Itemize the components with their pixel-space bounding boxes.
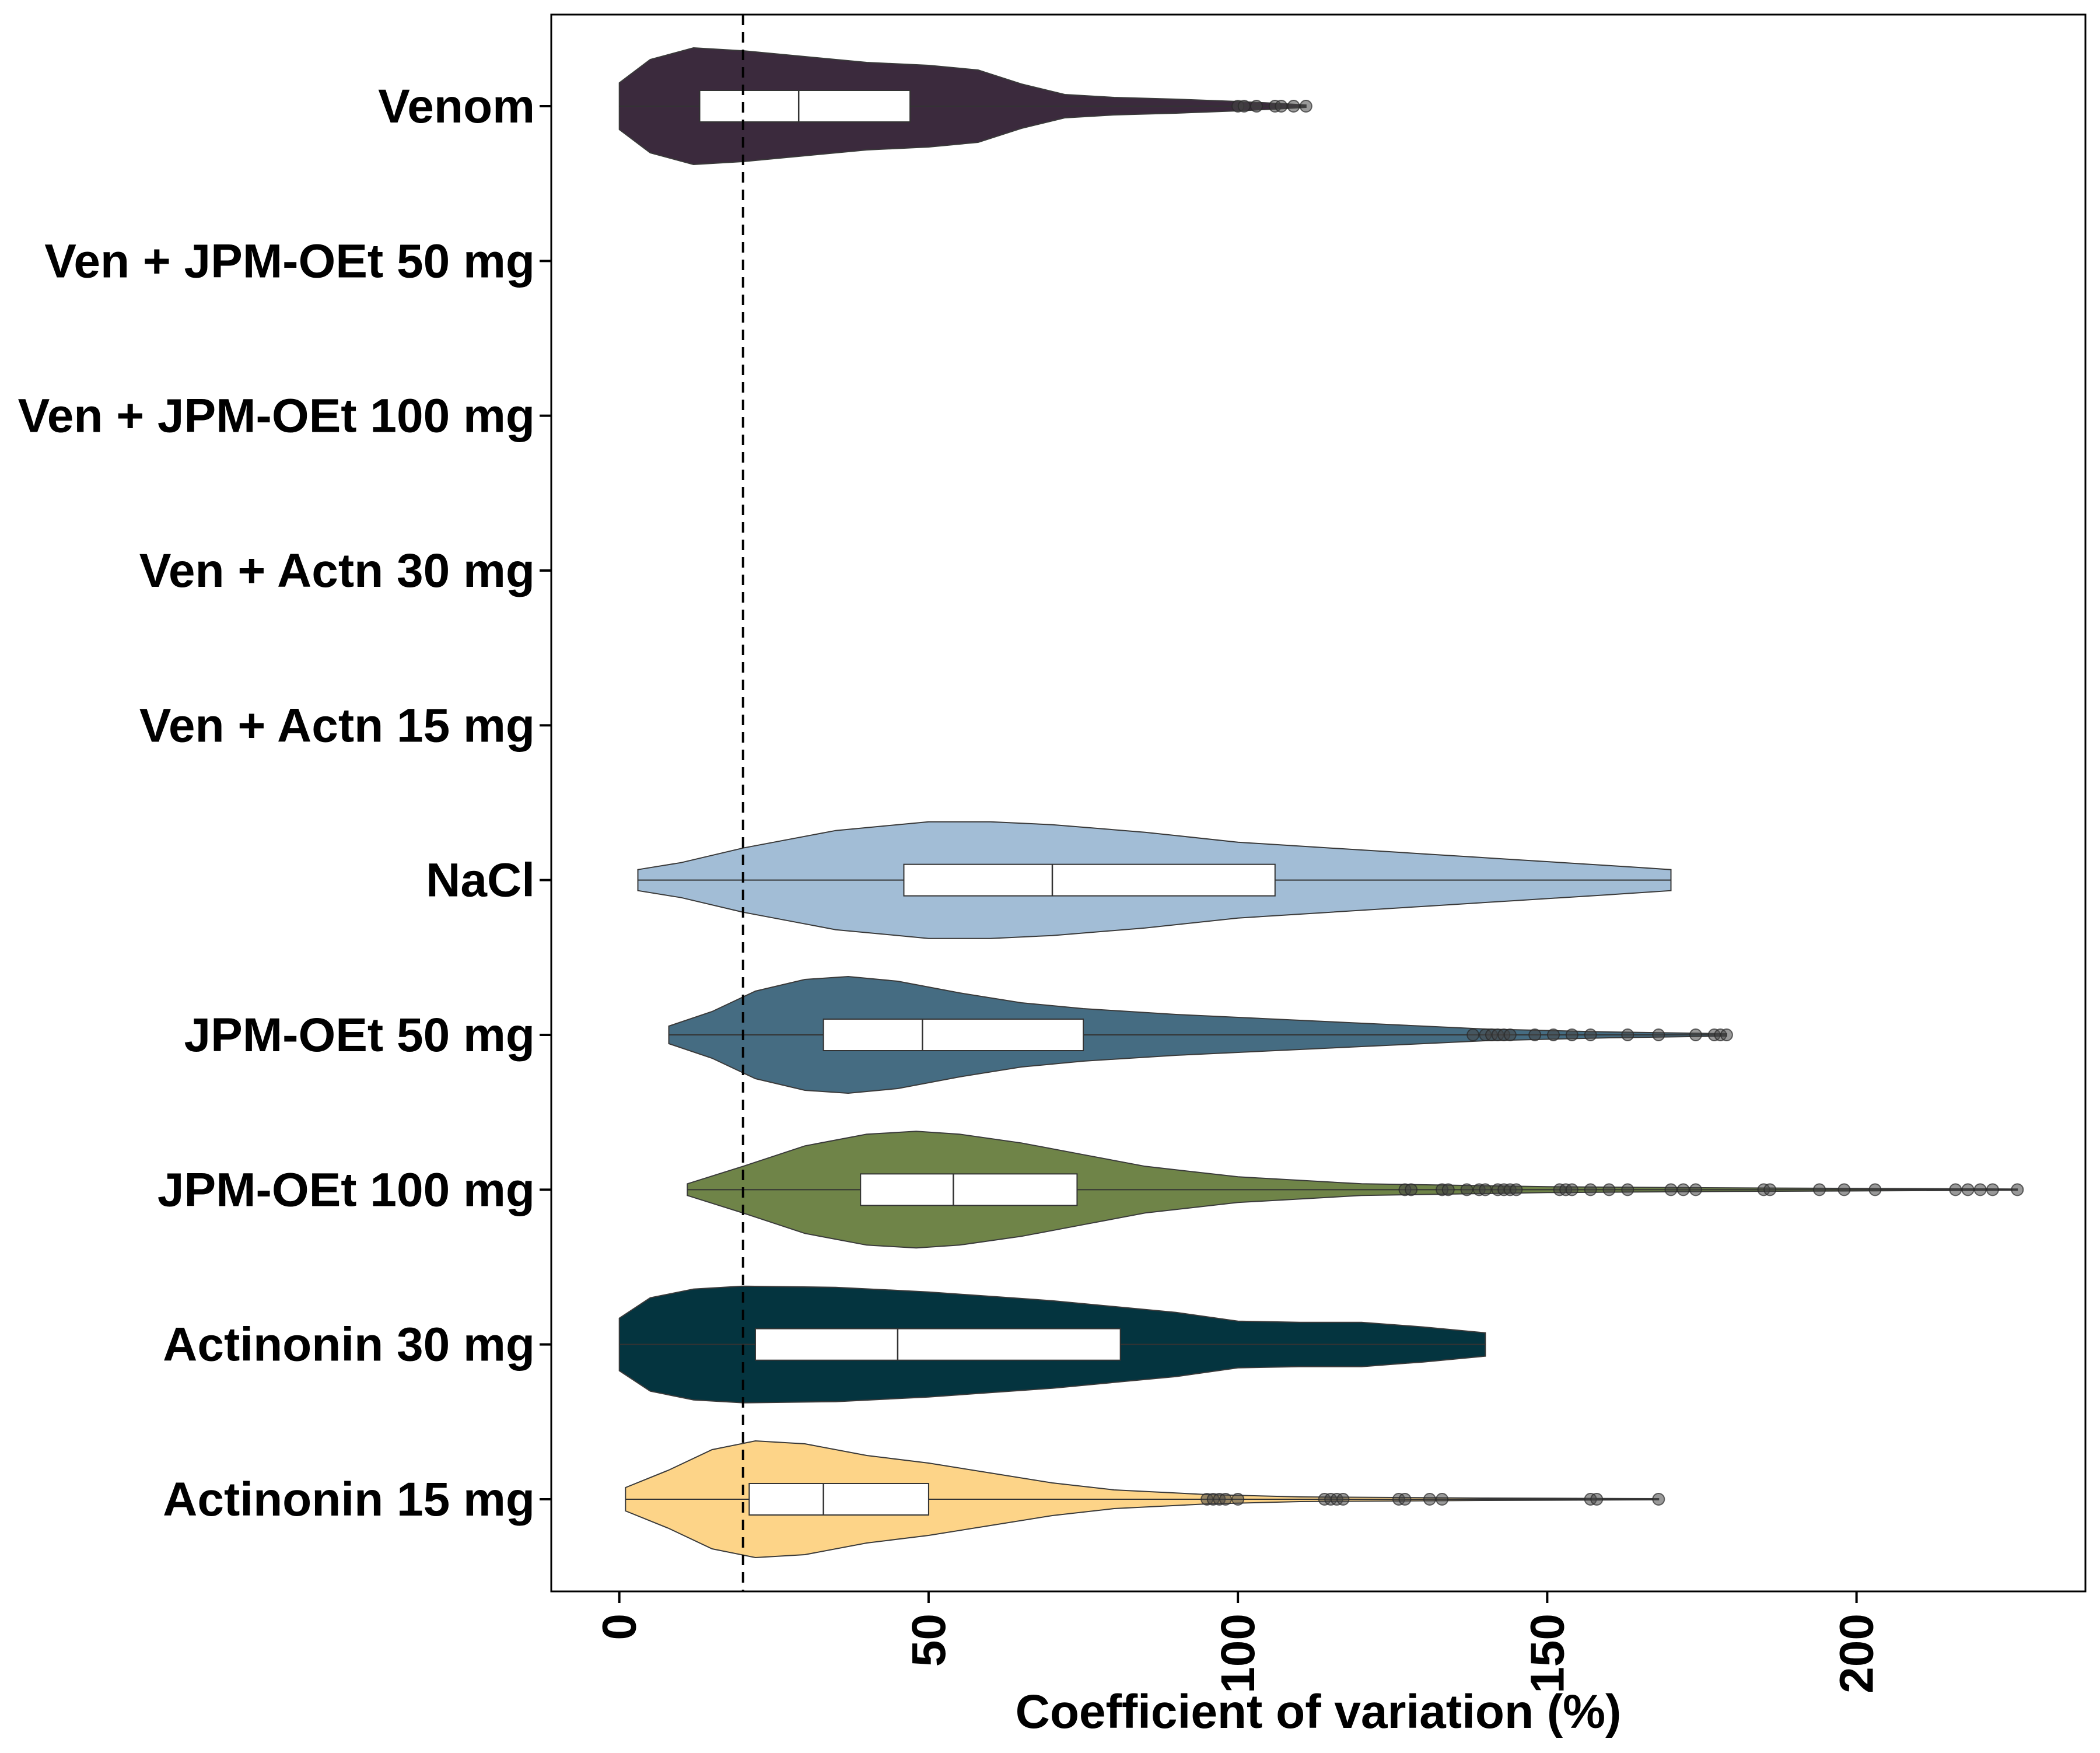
y-axis: Venom Ven + JPM-OEt 50 mg Ven + JPM-OEt 10… (18, 80, 551, 1526)
outliers-layer (1200, 100, 2024, 1506)
outlier-point-jpm-oet-50-mg (1584, 1028, 1597, 1041)
x-tick-label: 50 (902, 1614, 956, 1667)
outlier-point-jpm-oet-100-mg (1460, 1183, 1474, 1196)
outlier-point-venom (1237, 100, 1251, 113)
outlier-point-venom (1275, 100, 1288, 113)
x-tick-label: 150 (1521, 1614, 1574, 1693)
outlier-point-jpm-oet-100-mg (1479, 1183, 1492, 1196)
outlier-point-jpm-oet-100-mg (1584, 1183, 1597, 1196)
outlier-point-venom (1299, 100, 1312, 113)
outlier-point-jpm-oet-100-mg (1973, 1183, 1987, 1196)
outlier-point-jpm-oet-100-mg (1405, 1183, 1418, 1196)
outlier-point-jpm-oet-100-mg (1621, 1183, 1634, 1196)
outlier-point-jpm-oet-50-mg (1652, 1028, 1665, 1041)
y-tick-label-actinonin-15-mg: Actinonin 15 mg (163, 1473, 535, 1526)
outlier-point-jpm-oet-50-mg (1621, 1028, 1634, 1041)
outlier-point-jpm-oet-100-mg (1961, 1183, 1975, 1196)
outlier-point-jpm-oet-50-mg (1546, 1028, 1560, 1041)
outlier-point-jpm-oet-50-mg (1528, 1028, 1542, 1041)
outlier-point-actinonin-15-mg (1590, 1493, 1604, 1506)
outlier-point-jpm-oet-100-mg (1949, 1183, 1962, 1196)
outlier-point-actinonin-15-mg (1231, 1493, 1245, 1506)
outlier-point-jpm-oet-100-mg (1838, 1183, 1851, 1196)
y-tick-label-jpm-oet-100-mg: JPM-OEt 100 mg (158, 1163, 535, 1216)
y-tick-label-actinonin-30-mg: Actinonin 30 mg (163, 1318, 535, 1371)
box-nacl (903, 863, 1276, 897)
outlier-point-jpm-oet-100-mg (1812, 1183, 1826, 1196)
outlier-point-actinonin-15-mg (1652, 1493, 1665, 1506)
outlier-point-actinonin-15-mg (1219, 1493, 1232, 1506)
outlier-point-venom (1287, 100, 1300, 113)
box-venom (699, 90, 911, 123)
outlier-point-jpm-oet-100-mg (1676, 1183, 1690, 1196)
box-jpm-oet-50-mg (822, 1019, 1084, 1051)
outlier-point-jpm-oet-100-mg (1689, 1183, 1702, 1196)
y-tick-label-ven-jpm-oet-50-mg: Ven + JPM-OEt 50 mg (44, 235, 535, 288)
outlier-point-jpm-oet-100-mg (1565, 1183, 1578, 1196)
y-tick-label-nacl: NaCl (426, 854, 535, 907)
plot-panel-border (550, 13, 2087, 1593)
x-tick-label: 100 (1212, 1614, 1265, 1693)
box-actinonin-15-mg (748, 1483, 929, 1516)
outlier-point-jpm-oet-50-mg (1565, 1028, 1578, 1041)
y-tick-label-venom: Venom (378, 80, 535, 133)
outlier-point-venom (1250, 100, 1263, 113)
outlier-point-jpm-oet-100-mg (1986, 1183, 1999, 1196)
outlier-point-jpm-oet-100-mg (1664, 1183, 1678, 1196)
outlier-point-jpm-oet-100-mg (2011, 1183, 2024, 1196)
x-axis-title: Coefficient of variation (%) (1016, 1685, 1622, 1738)
y-tick-label-ven-jpm-oet-100-mg: Ven + JPM-OEt 100 mg (18, 390, 535, 443)
outlier-point-jpm-oet-100-mg (1763, 1183, 1777, 1196)
y-tick-label-ven-actn-30-mg: Ven + Actn 30 mg (139, 544, 535, 597)
x-tick-label: 200 (1831, 1614, 1884, 1693)
outlier-point-actinonin-15-mg (1336, 1493, 1350, 1506)
y-tick-label-ven-actn-15-mg: Ven + Actn 15 mg (139, 699, 535, 752)
y-tick-label-jpm-oet-50-mg: JPM-OEt 50 mg (184, 1009, 535, 1062)
outlier-point-jpm-oet-100-mg (1510, 1183, 1523, 1196)
outlier-point-jpm-oet-50-mg (1503, 1028, 1517, 1041)
x-axis: 0 50 100 150 200 (593, 1591, 1884, 1693)
box-actinonin-30-mg (754, 1328, 1121, 1361)
outlier-point-jpm-oet-50-mg (1689, 1028, 1702, 1041)
outlier-point-jpm-oet-100-mg (1602, 1183, 1616, 1196)
outlier-point-jpm-oet-100-mg (1868, 1183, 1882, 1196)
outlier-point-jpm-oet-50-mg (1720, 1028, 1733, 1041)
x-tick-label: 0 (593, 1614, 646, 1640)
outlier-point-jpm-oet-100-mg (1441, 1183, 1455, 1196)
outlier-point-jpm-oet-50-mg (1466, 1028, 1480, 1041)
outlier-point-actinonin-15-mg (1398, 1493, 1412, 1506)
outlier-point-actinonin-15-mg (1423, 1493, 1436, 1506)
outlier-point-actinonin-15-mg (1436, 1493, 1449, 1506)
boxes-layer (619, 90, 2018, 1516)
box-jpm-oet-100-mg (860, 1173, 1078, 1206)
